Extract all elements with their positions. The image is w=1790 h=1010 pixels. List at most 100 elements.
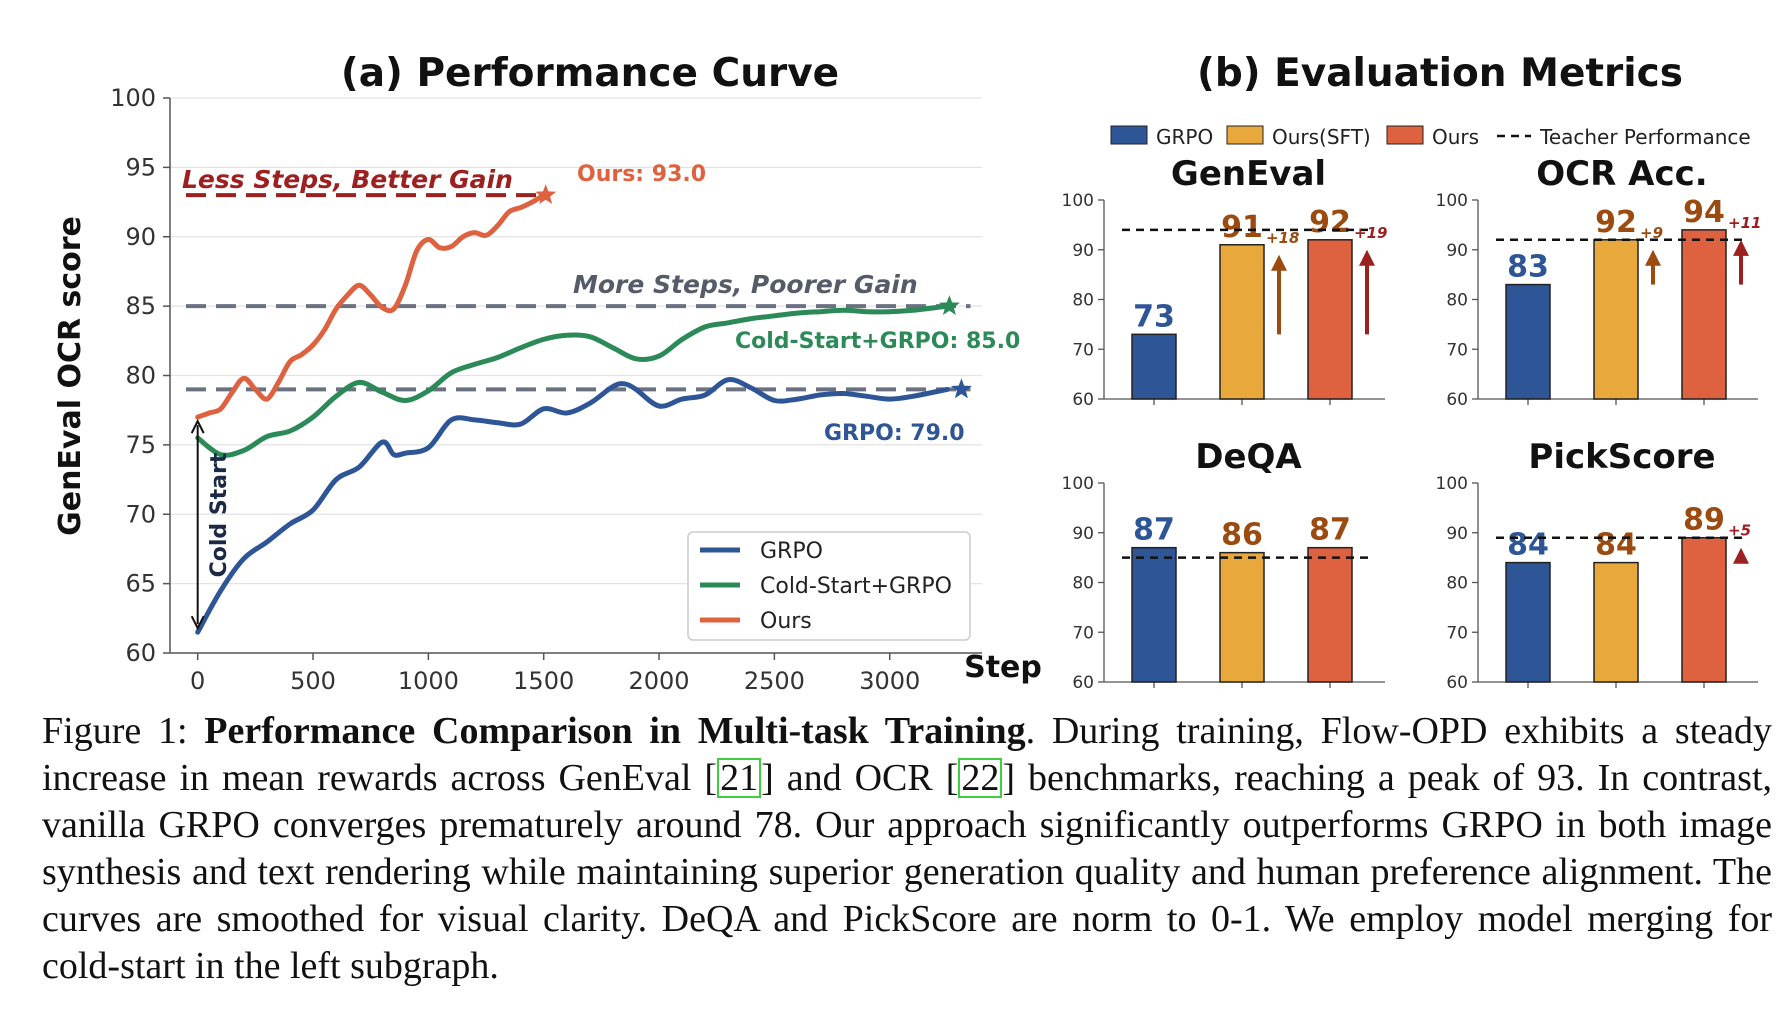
y-tick-label: 80 — [125, 362, 156, 390]
bar-panels: GenEval 60 70 80 90 100 73 91 92 +18 +19 OCR Acc. 60… — [1062, 154, 1762, 693]
bar-value-label: 89 — [1683, 503, 1725, 538]
arrow-up-icon — [1271, 254, 1287, 271]
citation-link-22[interactable]: 22 — [958, 758, 1003, 798]
delta-label: +18 — [1266, 229, 1299, 247]
y-tick-label: 90 — [1072, 241, 1094, 261]
arrow-up-icon — [190, 418, 205, 434]
y-tick-label: 75 — [125, 431, 156, 459]
y-tick-label: 90 — [1446, 241, 1468, 261]
arrow-up-icon — [1645, 249, 1661, 266]
x-tick-label: 2000 — [629, 667, 690, 695]
citation-link-21[interactable]: 21 — [717, 758, 762, 798]
y-tick-label: 60 — [1446, 390, 1468, 410]
x-tick-label: 500 — [290, 667, 336, 695]
annotation-ours-final: Ours: 93.0 — [577, 162, 706, 187]
legend-label-grpo-bar: GRPO — [1156, 125, 1213, 149]
x-tick-label: 3000 — [859, 667, 920, 695]
annotation-more-steps: More Steps, Poorer Gain — [573, 270, 918, 299]
right-legend: GRPO Ours(SFT) Ours Teacher Performance — [1110, 125, 1751, 149]
x-tick-label: 1500 — [513, 667, 574, 695]
legend-label-ours-bar: Ours — [1432, 125, 1479, 149]
y-tick-label: 80 — [1446, 291, 1468, 311]
reference-lines — [186, 193, 971, 392]
y-tick-label: 100 — [110, 84, 156, 112]
y-axis-label: GenEval OCR score — [53, 216, 88, 536]
legend-label-ours: Ours — [760, 609, 812, 634]
left-legend: GRPO Cold-Start+GRPO Ours — [687, 531, 971, 641]
y-tick-label: 65 — [125, 570, 156, 598]
delta-label: +9 — [1640, 224, 1663, 242]
y-tick-label: 80 — [1072, 574, 1094, 594]
y-tick-label: 70 — [1072, 623, 1094, 643]
bar — [1307, 239, 1353, 400]
annotation-cold-final: Cold-Start+GRPO: 85.0 — [735, 329, 1020, 354]
y-tick-label: 100 — [1436, 191, 1468, 211]
annotation-less-steps: Less Steps, Better Gain — [182, 165, 513, 194]
arrow-down-icon — [190, 615, 205, 631]
y-tick-label: 95 — [125, 153, 156, 181]
bar-value-label: 83 — [1507, 250, 1549, 285]
line-series — [195, 184, 972, 635]
y-tick-label: 85 — [125, 292, 156, 320]
bar-panel: GenEval 60 70 80 90 100 73 91 92 +18 +19 — [1062, 154, 1388, 410]
bar-panel-title: DeQA — [1195, 437, 1302, 477]
arrow-up-icon — [1733, 547, 1749, 564]
y-tick-label: 70 — [125, 500, 156, 528]
x-tick-label: 1000 — [398, 667, 459, 695]
y-tick-label: 60 — [1072, 390, 1094, 410]
y-tick-label: 100 — [1062, 191, 1094, 211]
bar — [1681, 229, 1727, 400]
bar-value-label: 84 — [1507, 528, 1549, 563]
legend-label-ours-sft: Ours(SFT) — [1272, 125, 1371, 149]
legend-swatch-ours-sft — [1226, 125, 1264, 145]
caption-text-3: ] benchmarks, reaching a peak of 93. In … — [42, 757, 1773, 987]
bar-value-label: 94 — [1683, 195, 1725, 230]
y-tick-label: 80 — [1446, 574, 1468, 594]
bar-value-label: 73 — [1133, 299, 1175, 334]
legend-label-grpo: GRPO — [760, 539, 823, 564]
y-tick-label: 90 — [1072, 524, 1094, 544]
arrow-up-icon — [1733, 239, 1749, 256]
y-tick-label: 60 — [1072, 673, 1094, 693]
bar-panel: DeQA 60 70 80 90 100 87 86 87 — [1062, 437, 1385, 693]
series-line-grpo — [195, 377, 950, 635]
caption-label: Figure 1: — [42, 710, 205, 752]
bar-value-label: 91 — [1221, 210, 1263, 245]
x-tick-label: 0 — [190, 667, 205, 695]
delta-label: +19 — [1354, 224, 1387, 242]
bar-value-label: 86 — [1221, 518, 1263, 553]
endpoint-star-icon — [938, 295, 960, 315]
right-panel-title: (b) Evaluation Metrics — [1197, 51, 1683, 96]
bar — [1307, 546, 1353, 683]
bar-panel: OCR Acc. 60 70 80 90 100 83 92 94 +9 +11 — [1436, 154, 1762, 410]
y-tick-label: 60 — [125, 639, 156, 667]
y-tick-label: 90 — [1446, 524, 1468, 544]
bar-value-label: 92 — [1595, 205, 1637, 240]
x-axis-label: Step — [964, 650, 1042, 685]
bar — [1131, 333, 1177, 400]
bar-panel-title: OCR Acc. — [1536, 154, 1707, 194]
cold-start-arrow — [190, 418, 205, 631]
y-tick-label: 80 — [1072, 291, 1094, 311]
legend-swatch-grpo-bar — [1110, 125, 1148, 145]
delta-label: +5 — [1728, 522, 1751, 540]
bar-panel-title: GenEval — [1171, 154, 1326, 194]
delta-label: +11 — [1728, 214, 1761, 232]
bar — [1131, 546, 1177, 683]
bar-value-label: 92 — [1309, 205, 1351, 240]
y-tick-label: 70 — [1446, 340, 1468, 360]
caption-text-2: ] and OCR [ — [761, 757, 959, 799]
y-tick-label: 70 — [1072, 340, 1094, 360]
caption-text-1: . During training, Flow-OPD exhibits a s… — [42, 710, 1772, 799]
bar — [1593, 239, 1639, 400]
bar-value-label: 87 — [1309, 513, 1351, 548]
x-tick-label: 2500 — [744, 667, 805, 695]
cold-start-label: Cold Start — [207, 452, 232, 577]
bar — [1593, 561, 1639, 683]
caption-bold-title: Performance Comparison in Multi-task Tra… — [204, 710, 1026, 752]
bar-panel-title: PickScore — [1528, 437, 1715, 477]
bar — [1505, 283, 1551, 400]
figure-caption: Figure 1: Performance Comparison in Mult… — [42, 708, 1772, 990]
annotation-grpo-final: GRPO: 79.0 — [824, 421, 965, 446]
